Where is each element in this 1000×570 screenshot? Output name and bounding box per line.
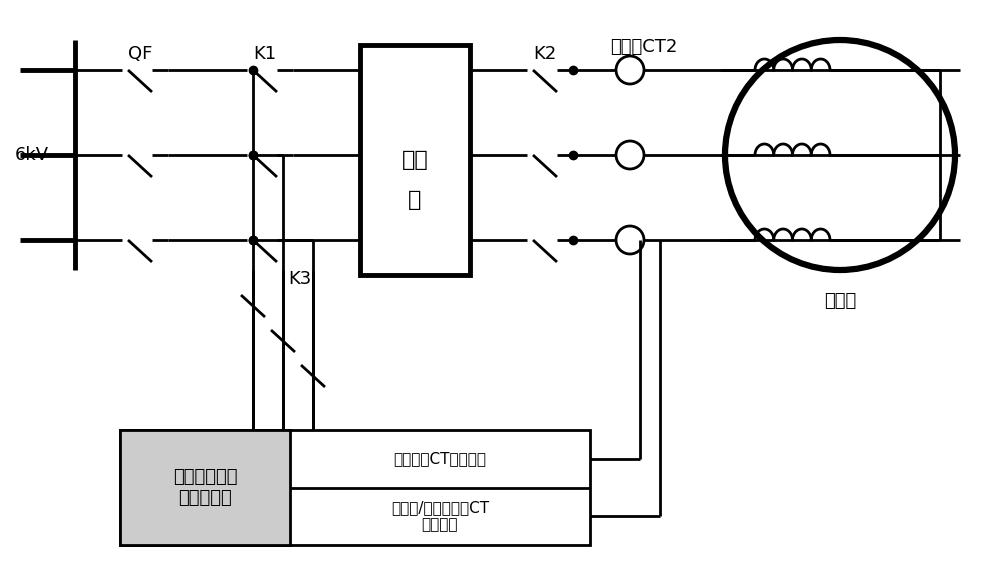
Text: 中性点/磁平衡保护CT
三相电流: 中性点/磁平衡保护CT 三相电流	[391, 500, 489, 532]
Text: K2: K2	[533, 45, 557, 63]
Bar	[120, 430, 290, 545]
Text: QF: QF	[128, 45, 152, 63]
Text: K1: K1	[253, 45, 277, 63]
Bar	[120, 430, 590, 545]
Text: 电动机: 电动机	[824, 292, 856, 310]
Text: 变频电动机差
动保护装置: 变频电动机差 动保护装置	[173, 468, 237, 507]
Text: K3: K3	[288, 270, 311, 288]
Text: 6kV: 6kV	[15, 146, 49, 164]
Text: 变频: 变频	[402, 150, 428, 170]
Text: 机端保护CT三相电流: 机端保护CT三相电流	[394, 451, 486, 466]
Bar	[360, 45, 470, 275]
Text: 磁平衡CT2: 磁平衡CT2	[610, 38, 677, 56]
Text: 器: 器	[408, 190, 422, 210]
